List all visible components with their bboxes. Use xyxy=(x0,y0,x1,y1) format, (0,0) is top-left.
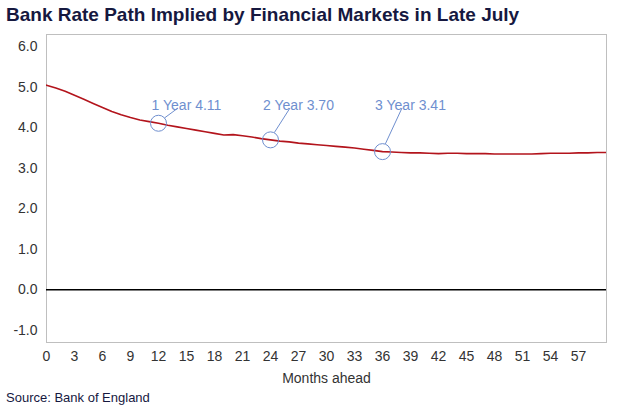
svg-text:2 Year 3.70: 2 Year 3.70 xyxy=(263,97,334,113)
svg-text:4.0: 4.0 xyxy=(18,119,38,135)
svg-text:42: 42 xyxy=(431,348,447,364)
svg-text:5.0: 5.0 xyxy=(18,79,38,95)
svg-text:1.0: 1.0 xyxy=(18,241,38,257)
svg-text:Months ahead: Months ahead xyxy=(282,370,371,386)
svg-text:48: 48 xyxy=(487,348,503,364)
svg-text:12: 12 xyxy=(151,348,167,364)
svg-text:0: 0 xyxy=(43,348,51,364)
svg-text:-1.0: -1.0 xyxy=(13,322,37,338)
svg-text:2.0: 2.0 xyxy=(18,200,38,216)
svg-text:33: 33 xyxy=(347,348,363,364)
svg-text:3.0: 3.0 xyxy=(18,160,38,176)
svg-text:39: 39 xyxy=(403,348,419,364)
svg-text:18: 18 xyxy=(207,348,223,364)
html-text:Source: Bank of England: Source: Bank of England xyxy=(6,390,150,405)
svg-text:30: 30 xyxy=(319,348,335,364)
svg-text:9: 9 xyxy=(127,348,135,364)
svg-text:0.0: 0.0 xyxy=(18,281,38,297)
svg-text:51: 51 xyxy=(515,348,531,364)
svg-text:3 Year 3.41: 3 Year 3.41 xyxy=(375,97,446,113)
svg-text:21: 21 xyxy=(235,348,251,364)
svg-text:15: 15 xyxy=(179,348,195,364)
html-text:Bank Rate Path Implied by Fina: Bank Rate Path Implied by Financial Mark… xyxy=(6,4,520,25)
svg-text:3: 3 xyxy=(71,348,79,364)
svg-text:54: 54 xyxy=(543,348,559,364)
svg-text:24: 24 xyxy=(263,348,279,364)
svg-text:57: 57 xyxy=(571,348,587,364)
svg-text:45: 45 xyxy=(459,348,475,364)
svg-text:36: 36 xyxy=(375,348,391,364)
svg-text:6.0: 6.0 xyxy=(18,38,38,54)
svg-text:1 Year 4.11: 1 Year 4.11 xyxy=(152,97,222,113)
svg-text:6: 6 xyxy=(99,348,107,364)
svg-text:27: 27 xyxy=(291,348,307,364)
